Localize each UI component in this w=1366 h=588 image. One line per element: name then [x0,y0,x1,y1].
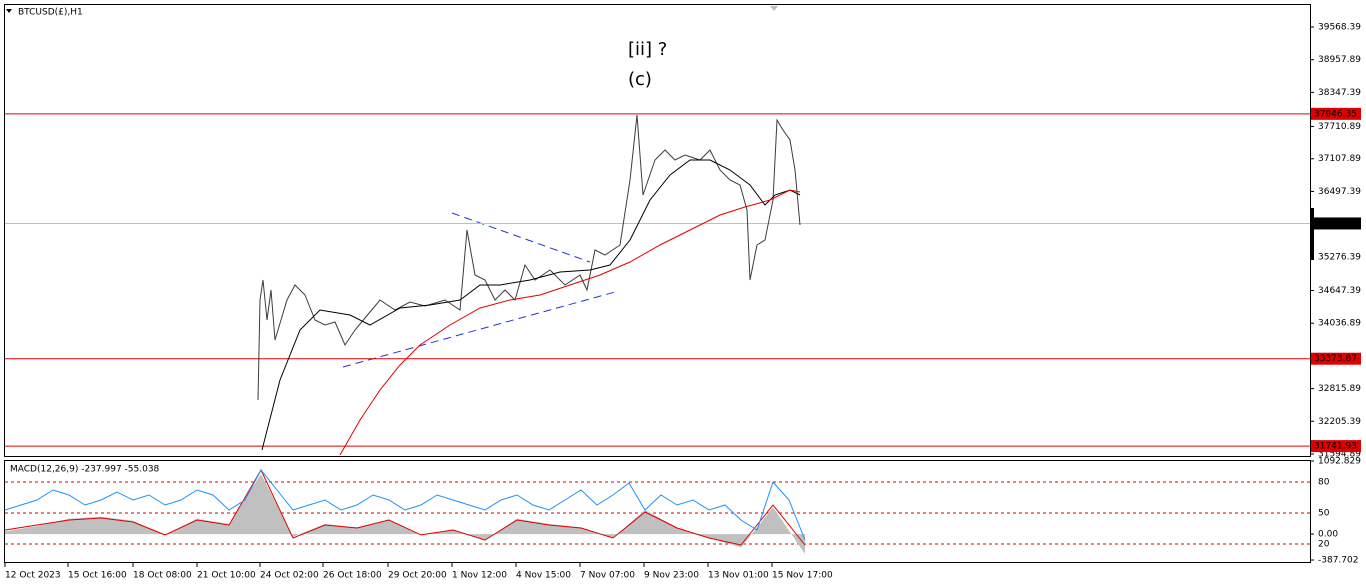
y-tick-label: 34647.39 [1318,286,1361,296]
indicator-level-label: 50 [1318,508,1330,518]
price-marker [1311,208,1314,260]
y-tick-label: 37107.89 [1318,154,1361,164]
macd-histogram [5,473,805,555]
indicator-level-label: 20 [1318,539,1330,549]
x-tick-label: 26 Oct 18:00 [323,571,382,581]
price-line [339,189,801,456]
x-tick-label: 13 Nov 01:00 [708,571,769,581]
main-pane [4,4,1311,457]
y-tick-label: 32815.89 [1318,384,1361,394]
annotation: [ii] ? [628,39,667,60]
y-tick-label: 38957.89 [1318,55,1361,65]
level-label-box [1311,440,1361,453]
x-tick-label: 15 Nov 17:00 [772,571,833,581]
y-tick-label: 38347.39 [1318,88,1361,98]
x-tick-label: 18 Oct 08:00 [133,571,192,581]
price-line [261,159,801,451]
macd-signal [4,468,806,546]
level-label: 37946.35 [1314,109,1357,119]
x-tick-label: 9 Nov 23:00 [644,571,699,581]
y2-tick-label: -387.702 [1318,556,1358,566]
x-tick-label: 4 Nov 15:00 [516,571,571,581]
level-label: 31741.93 [1314,442,1357,452]
current-price-box [1314,217,1361,230]
y-tick-label: 39568.39 [1318,22,1361,32]
menu-arrow[interactable] [6,9,12,13]
level-label-box [1311,107,1361,120]
price-line [257,114,801,401]
y-tick-label: 35276.39 [1318,252,1361,262]
y-tick-label: 32205.39 [1318,417,1361,427]
y-tick-label: 31594.89 [1318,449,1361,459]
y2-tick-label: 0.00 [1318,530,1338,540]
annotation: (c) [628,69,652,90]
trendline [451,212,591,263]
trendline [342,291,616,368]
y-tick-label: 34036.89 [1318,319,1361,329]
x-tick-label: 7 Nov 07:00 [580,571,635,581]
chart-title: BTCUSD(£),H1 [18,8,83,18]
x-tick-label: 24 Oct 02:00 [260,571,319,581]
x-tick-label: 1 Nov 12:00 [452,571,507,581]
shift-marker [770,6,778,11]
y-tick-label: 36497.39 [1318,187,1361,197]
level-label-box [1311,352,1361,365]
x-tick-label: 12 Oct 2023 [5,571,61,581]
current-price-label: 35899.50 [1316,219,1359,229]
level-label: 33373.87 [1314,354,1357,364]
macd-main [4,469,806,541]
x-tick-label: 21 Oct 10:00 [197,571,256,581]
y-tick-label: 37710.89 [1318,122,1361,132]
indicator-pane [4,460,1311,563]
indicator-level-label: 80 [1318,477,1330,487]
x-tick-label: 29 Oct 20:00 [388,571,447,581]
x-tick-label: 15 Oct 16:00 [68,571,127,581]
y2-tick-label: 1092.829 [1318,457,1361,467]
indicator-title: MACD(12,26,9) -237.997 -55.038 [10,465,160,475]
